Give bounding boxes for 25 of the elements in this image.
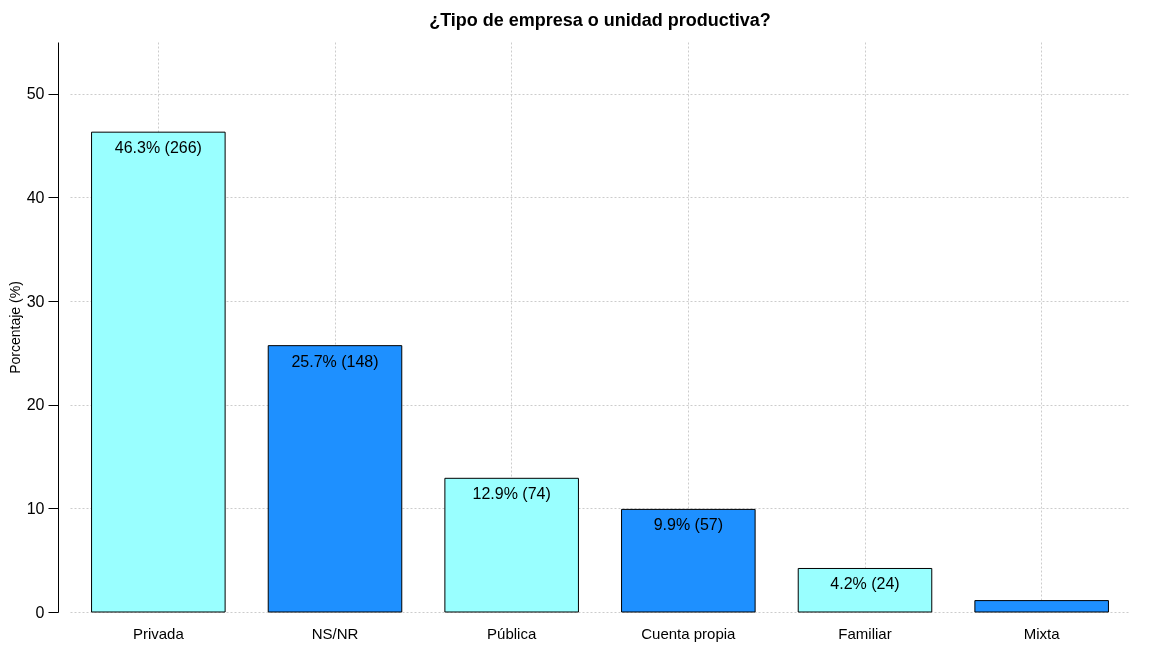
y-tick-label: 50 [26, 85, 45, 103]
y-tick-label: 10 [26, 499, 45, 517]
x-tick-label: NS/NR [311, 624, 359, 642]
y-tick-label: 40 [26, 188, 45, 206]
bar [267, 345, 403, 613]
bar [91, 131, 226, 613]
y-tick-label: 30 [26, 292, 45, 310]
x-tick-label: Familiar [838, 624, 892, 642]
bar [621, 508, 756, 613]
x-tick-label: Privada [132, 624, 185, 642]
x-tick-label: Pública [487, 624, 537, 642]
data-label: 12.9% (74) [472, 485, 551, 503]
bar [974, 600, 1109, 613]
y-tick-label: 0 [35, 603, 45, 621]
y-tick-label: 20 [26, 396, 45, 414]
bar [444, 477, 579, 613]
data-label: 4.2% (24) [830, 575, 900, 593]
data-label: 25.7% (148) [291, 352, 379, 370]
data-label: 46.3% (266) [114, 139, 202, 157]
x-tick-label: Mixta [1023, 624, 1061, 642]
chart-title: ¿Tipo de empresa o unidad productiva? [429, 10, 771, 30]
bar [797, 567, 933, 613]
x-tick-label: Cuenta propia [641, 624, 737, 642]
data-label: 9.9% (57) [653, 516, 724, 534]
y-axis-title: Porcentaje (%) [6, 281, 23, 374]
